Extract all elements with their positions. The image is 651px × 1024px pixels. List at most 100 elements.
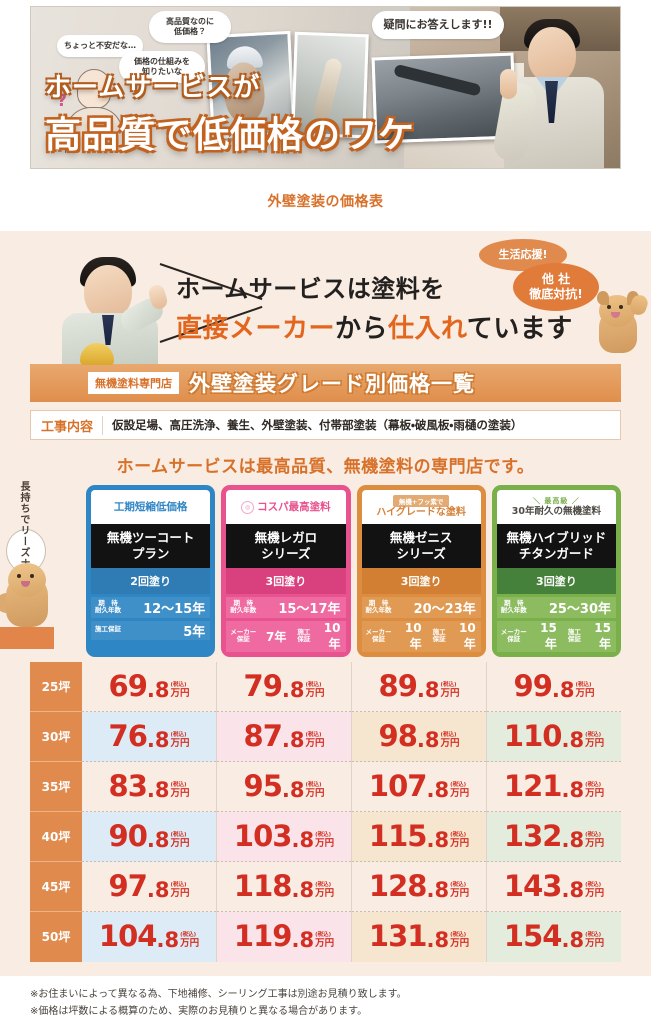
- price-int: 110: [503, 719, 563, 754]
- price-dec: .8: [281, 778, 305, 803]
- price-tax: (税込): [440, 682, 457, 689]
- plan-3-durability-row: 期 待 耐久年数 20〜23年: [361, 597, 481, 618]
- plan-card-1[interactable]: 工期短縮低価格 無機ツーコート プラン 2回塗り 期 待 耐久年数 12〜15年…: [86, 485, 216, 657]
- plan-2-maker-value: 7年: [266, 629, 287, 644]
- price-man: 万円: [315, 837, 335, 849]
- price-cell: 69.8 (税込) 万円: [82, 661, 217, 712]
- price-man: 万円: [180, 937, 200, 949]
- price-man: 万円: [440, 687, 460, 699]
- speech-bubble-2: 高品質なのに 低価格？: [149, 11, 231, 43]
- price-int: 95: [243, 769, 283, 804]
- price-int: 115: [368, 819, 428, 854]
- plan-2-top: ◎ コスパ最高塗料: [226, 490, 346, 524]
- price-man: 万円: [440, 737, 460, 749]
- promo-badges: 生活応援! 他 社 徹底対抗!: [479, 235, 599, 321]
- plan-3-maker-label: メーカー 保証: [365, 627, 392, 644]
- price-tax: (税込): [585, 832, 602, 839]
- plan-1-warranty-row: 施工保証 5年: [91, 620, 211, 640]
- price-int: 119: [233, 919, 293, 954]
- plan-2-name: 無機レガロ シリーズ: [226, 524, 346, 569]
- price-tax: (税込): [450, 832, 467, 839]
- price-dec: .8: [551, 678, 575, 703]
- price-man: 万円: [585, 887, 605, 899]
- footnote-2: ※価格は坪数による概算のため、実際のお見積りと異なる場合があります。: [30, 1005, 368, 1017]
- plan-4-durability-value: 25〜30年: [548, 601, 611, 617]
- price-cell: 115.8 (税込) 万円: [352, 811, 487, 862]
- plan-card-2[interactable]: ◎ コスパ最高塗料 無機レガロ シリーズ 3回塗り 期 待 耐久年数 15〜17…: [221, 485, 351, 657]
- price-tax: (税込): [170, 882, 187, 889]
- price-tax: (税込): [450, 882, 467, 889]
- price-cell: 95.8 (税込) 万円: [217, 761, 352, 812]
- price-tax: (税込): [170, 782, 187, 789]
- price-tax: (税込): [170, 832, 187, 839]
- price-dec: .8: [561, 878, 585, 903]
- plan-1-warranty-label: 施工保証: [95, 625, 121, 634]
- price-tax: (税込): [170, 682, 187, 689]
- price-table-row-headers: 25坪 30坪 35坪 40坪 45坪 50坪: [30, 661, 82, 962]
- price-cell: 119.8 (税込) 万円: [217, 911, 352, 962]
- plan-3-name: 無機ゼニス シリーズ: [361, 524, 481, 569]
- price-int: 143: [503, 869, 563, 904]
- row-header-45: 45坪: [30, 861, 82, 912]
- plan-3-maker-value: 10年: [404, 620, 422, 651]
- price-dec: .8: [416, 678, 440, 703]
- price-man: 万円: [305, 787, 325, 799]
- price-tax: (税込): [315, 832, 332, 839]
- price-cell: 90.8 (税込) 万円: [82, 811, 217, 862]
- plan-2-coats: 3回塗り: [226, 568, 346, 595]
- table-row: 97.8 (税込) 万円 118.8 (税込) 万円 128.8 (税込) 万円 143.8…: [82, 861, 621, 912]
- price-tax: (税込): [180, 932, 197, 939]
- price-dec: .8: [281, 678, 305, 703]
- price-dec: .8: [416, 728, 440, 753]
- hero-line2-b: から: [335, 314, 389, 344]
- footnotes: ※お住まいによって異なる為、下地補修、シーリング工事は別途お見積り致します。 ※…: [0, 975, 651, 1020]
- plan-card-4[interactable]: ＼ 最高級 ／ 30年耐久の無機塗料 無機ハイブリッド チタンガード 3回塗り …: [491, 485, 621, 657]
- price-cell: 128.8 (税込) 万円: [352, 861, 487, 912]
- shiba-dog-left-illustration: 長持ちでリーズナブル!!: [0, 481, 58, 671]
- grade-list-title: 外壁塗装グレード別価格一覧: [189, 372, 475, 396]
- price-dec: .8: [426, 878, 450, 903]
- price-man: 万円: [585, 737, 605, 749]
- hero-message-block: ホームサービスは塗料を 直接メーカーから仕入れています 生活応援! 他 社 徹底…: [0, 231, 651, 365]
- price-cell: 107.8 (税込) 万円: [352, 761, 487, 812]
- price-int: 104: [98, 919, 158, 954]
- price-dec: .8: [561, 728, 585, 753]
- price-int: 107: [368, 769, 428, 804]
- price-int: 121: [503, 769, 563, 804]
- price-int: 76: [108, 719, 148, 754]
- price-int: 132: [503, 819, 563, 854]
- plan-3-coats: 3回塗り: [361, 568, 481, 595]
- speech-bubble-3: 価格の仕組みを 知りたいな: [119, 51, 205, 83]
- price-dec: .8: [156, 928, 180, 953]
- price-cell: 143.8 (税込) 万円: [487, 862, 621, 912]
- row-header-35: 35坪: [30, 761, 82, 812]
- price-tax: (税込): [305, 732, 322, 739]
- price-man: 万円: [305, 737, 325, 749]
- price-man: 万円: [450, 937, 470, 949]
- price-dec: .8: [146, 678, 170, 703]
- claim-text: ホームサービスは最高品質、無機塗料の専門店です。: [116, 457, 535, 477]
- plan-2-durability-row: 期 待 耐久年数 15〜17年: [226, 597, 346, 618]
- row-header-50: 50坪: [30, 911, 82, 962]
- pointing-staff-illustration: [58, 257, 169, 365]
- plan-4-maker-label: メーカー 保証: [500, 627, 527, 644]
- work-content-text: 仮設足場、高圧洗浄、養生、外壁塗装、付帯部塗装（幕板・破風板・雨樋の塗装）: [112, 418, 523, 432]
- hero-line2-d: ています: [466, 314, 573, 344]
- page-title: 外壁塗装の価格表: [0, 169, 651, 231]
- price-dec: .8: [291, 928, 315, 953]
- price-man: 万円: [170, 837, 190, 849]
- price-dec: .8: [426, 828, 450, 853]
- price-int: 90: [108, 819, 148, 854]
- grade-list-header: 無機塗料専門店 外壁塗装グレード別価格一覧: [30, 364, 621, 402]
- plan-1-coats: 2回塗り: [91, 568, 211, 595]
- price-cell: 98.8 (税込) 万円: [352, 711, 487, 762]
- plan-4-name: 無機ハイブリッド チタンガード: [496, 524, 616, 569]
- hero-line1-b: 塗料を: [371, 275, 445, 303]
- table-row: 69.8 (税込) 万円 79.8 (税込) 万円 89.8 (税込) 万円 99.8 (税込…: [82, 661, 621, 712]
- price-tax: (税込): [585, 782, 602, 789]
- price-tax: (税込): [585, 932, 602, 939]
- plan-card-3[interactable]: 無機+フッ素で ハイグレードな塗料 無機ゼニス シリーズ 3回塗り 期 待 耐久…: [356, 485, 486, 657]
- price-int: 128: [368, 869, 428, 904]
- price-man: 万円: [585, 837, 605, 849]
- price-cell: 87.8 (税込) 万円: [217, 711, 352, 762]
